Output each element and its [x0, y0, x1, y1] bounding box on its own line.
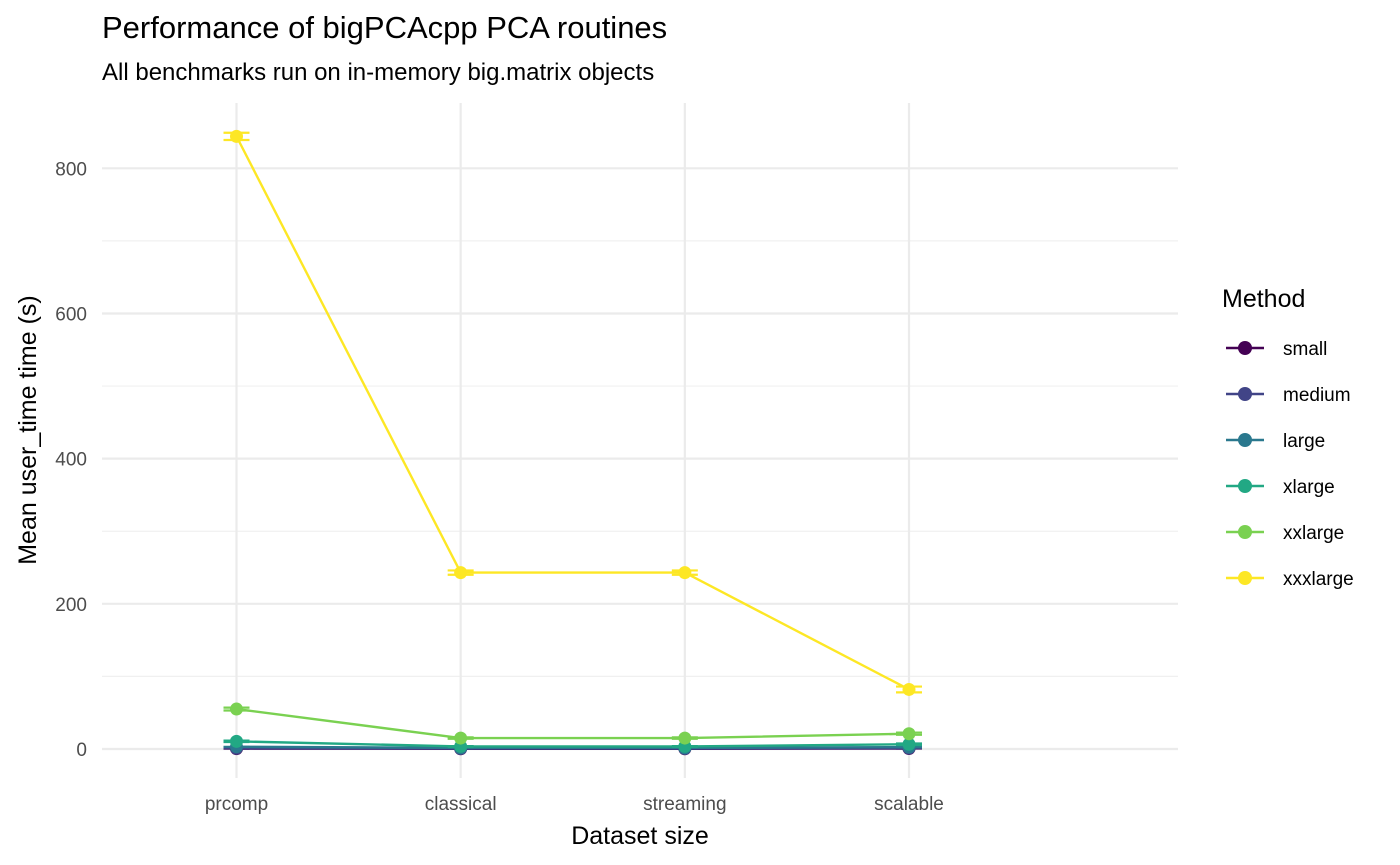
y-tick-label: 800 — [55, 159, 87, 180]
x-axis-title: Dataset size — [571, 822, 709, 850]
legend-item-xxxlarge: xxxlarge — [1226, 569, 1354, 590]
series-xxxlarge — [223, 129, 922, 696]
data-point — [678, 566, 692, 580]
y-axis-title: Mean user_time time (s) — [14, 295, 42, 565]
data-point — [902, 737, 916, 751]
y-tick-label: 200 — [55, 595, 87, 616]
legend-item-small: small — [1226, 339, 1327, 360]
legend-item-medium: medium — [1226, 385, 1351, 406]
legend-key-point — [1238, 387, 1252, 401]
series-line — [236, 740, 910, 748]
x-axis-ticks: prcomp classical streaming scalable — [205, 794, 944, 815]
data-point — [902, 682, 916, 696]
data-point — [678, 731, 692, 745]
legend-label: xxxlarge — [1283, 569, 1354, 590]
series-line — [235, 135, 910, 691]
series-line — [236, 745, 910, 750]
legend-item-xlarge: xlarge — [1226, 477, 1335, 498]
x-tick-label: prcomp — [205, 794, 268, 815]
data-point — [230, 734, 243, 748]
y-axis-ticks: 0 200 400 600 800 — [55, 159, 87, 761]
data-point — [902, 727, 916, 741]
y-tick-label: 0 — [76, 740, 87, 761]
y-tick-label: 600 — [55, 304, 87, 325]
legend-key-point — [1238, 571, 1252, 585]
legend-key-point — [1238, 525, 1252, 539]
series-layer — [223, 129, 922, 756]
legend-label: xlarge — [1283, 477, 1335, 498]
x-tick-label: streaming — [643, 794, 726, 815]
legend-key-point — [1238, 433, 1252, 447]
legend-item-xxlarge: xxlarge — [1226, 523, 1344, 544]
x-tick-label: classical — [425, 794, 497, 815]
legend-title: Method — [1222, 285, 1305, 313]
legend-label: small — [1283, 339, 1327, 360]
data-point — [230, 129, 243, 143]
chart-subtitle: All benchmarks run on in-memory big.matr… — [102, 59, 655, 86]
grid-lines — [102, 103, 1178, 778]
series-xxlarge — [223, 702, 922, 745]
legend-item-large: large — [1226, 431, 1325, 452]
data-point — [454, 731, 468, 745]
y-tick-label: 400 — [55, 450, 87, 471]
legend: Method small medium large xlarge xxlarge xxxl… — [1222, 285, 1354, 590]
x-tick-label: scalable — [874, 794, 944, 815]
data-point — [454, 566, 468, 580]
chart-title: Performance of bigPCAcpp PCA routines — [102, 10, 668, 45]
series-line — [236, 707, 910, 740]
legend-label: medium — [1283, 385, 1351, 406]
legend-key-point — [1238, 341, 1252, 355]
legend-key-point — [1238, 479, 1252, 493]
legend-label: xxlarge — [1283, 523, 1344, 544]
data-point — [230, 702, 243, 716]
legend-label: large — [1283, 431, 1325, 452]
